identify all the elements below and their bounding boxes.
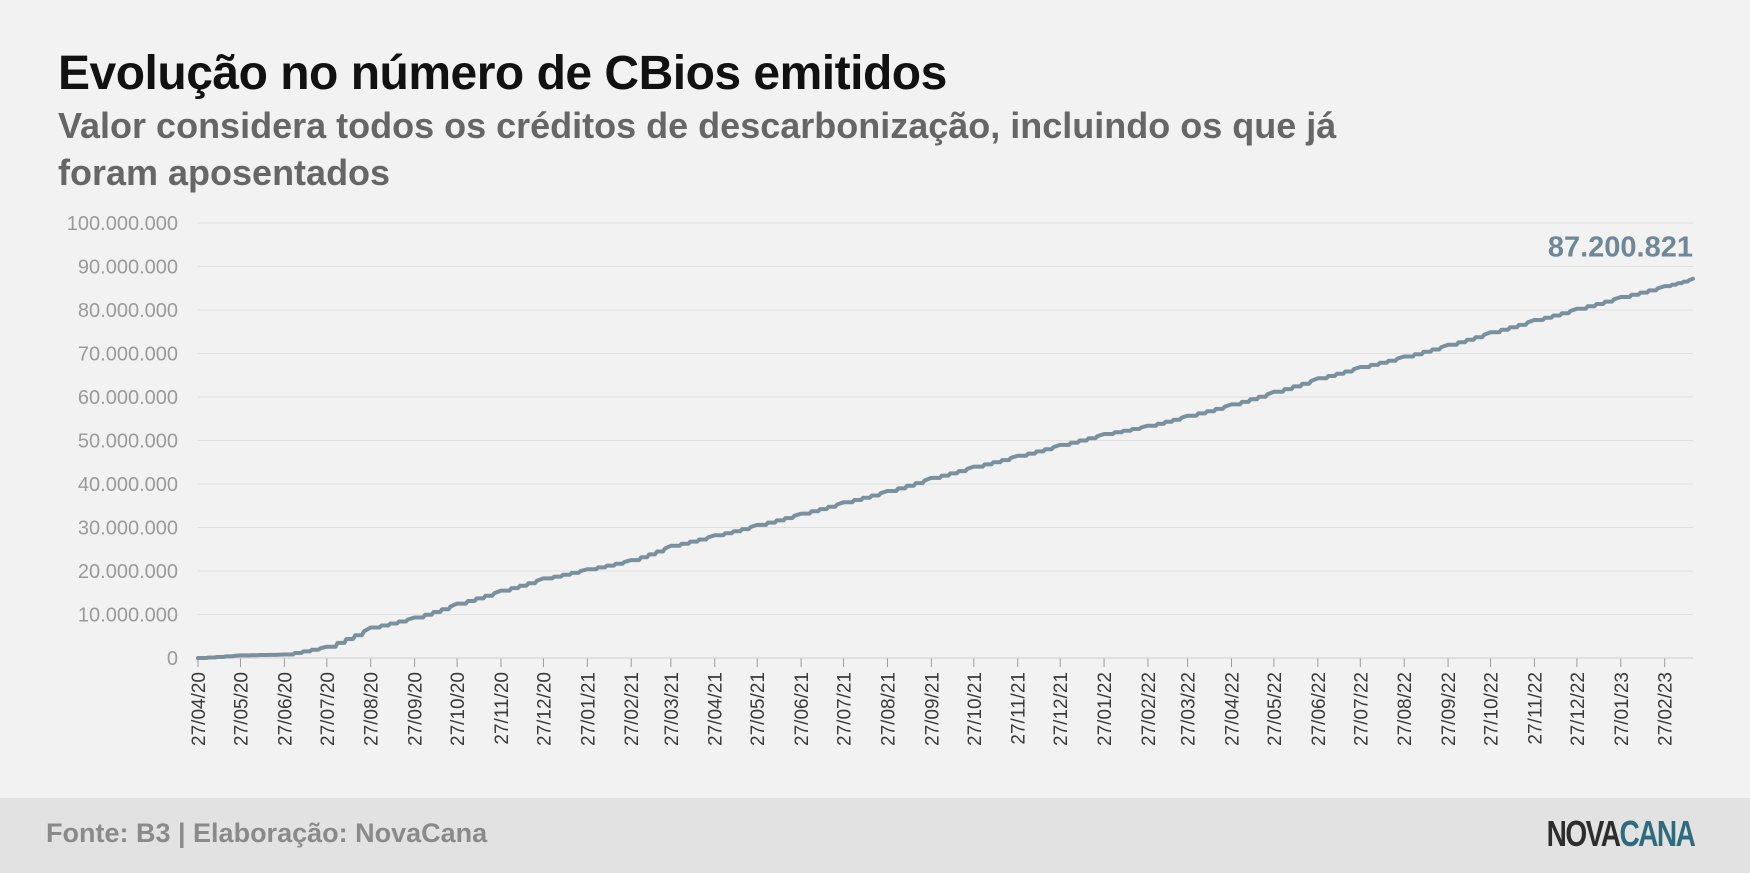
x-tick-label: 27/10/22 bbox=[1482, 672, 1503, 746]
x-tick-label: 27/10/20 bbox=[448, 672, 469, 746]
chart-area: 0 10.000.000 20.000.000 30.000.000 40.000.00… bbox=[67, 213, 1695, 746]
x-tick-label: 27/04/21 bbox=[706, 672, 727, 746]
x-tick-label: 27/11/21 bbox=[1009, 672, 1030, 745]
x-tick-label: 27/04/20 bbox=[189, 672, 210, 746]
x-tick-label: 27/06/21 bbox=[792, 672, 813, 746]
footer: Fonte: B3 | Elaboração: NovaCana NOVACAN… bbox=[0, 798, 1750, 873]
x-tick-label: 27/12/21 bbox=[1051, 672, 1072, 746]
y-tick-label: 40.000.000 bbox=[78, 474, 178, 496]
logo-text-cana: CANA bbox=[1619, 813, 1695, 854]
x-tick-label: 27/12/20 bbox=[534, 672, 555, 746]
y-tick-label: 60.000.000 bbox=[78, 387, 178, 409]
x-tick-label: 27/05/21 bbox=[748, 672, 769, 746]
x-tick-label: 27/03/21 bbox=[662, 672, 683, 746]
x-tick-label: 27/04/22 bbox=[1222, 672, 1243, 746]
chart-title: Evolução no número de CBios emitidos bbox=[58, 47, 947, 100]
x-tick-label: 27/01/21 bbox=[578, 672, 599, 746]
x-tick-label: 27/09/20 bbox=[406, 672, 427, 746]
source-credit: Fonte: B3 | Elaboração: NovaCana bbox=[46, 818, 488, 848]
line-chart: 0 10.000.000 20.000.000 30.000.000 40.000.00… bbox=[67, 213, 1695, 746]
x-tick-label: 27/07/21 bbox=[835, 672, 856, 746]
x-tick-label: 27/08/20 bbox=[362, 672, 383, 746]
x-tick-label: 27/09/22 bbox=[1439, 672, 1460, 746]
series-line bbox=[196, 276, 1695, 660]
x-tick-label: 27/07/20 bbox=[318, 672, 339, 746]
x-tick-label: 27/01/22 bbox=[1095, 672, 1116, 746]
x-tick-label: 27/08/22 bbox=[1395, 672, 1416, 746]
x-tick-label: 27/07/22 bbox=[1351, 672, 1372, 746]
x-tick-label: 27/11/22 bbox=[1525, 672, 1546, 745]
y-tick-label: 80.000.000 bbox=[78, 300, 178, 322]
x-tick-label: 27/11/20 bbox=[492, 672, 513, 745]
y-tick-label: 70.000.000 bbox=[78, 344, 178, 366]
y-tick-label: 20.000.000 bbox=[78, 561, 178, 583]
x-tick-label: 27/02/23 bbox=[1656, 672, 1677, 746]
x-tick-label: 27/12/22 bbox=[1568, 672, 1589, 746]
x-tick-label: 27/02/21 bbox=[622, 672, 643, 746]
y-tick-label: 100.000.000 bbox=[67, 213, 178, 235]
x-tick-label: 27/03/22 bbox=[1179, 672, 1200, 746]
novacana-logo: NOVACANA bbox=[1546, 813, 1695, 854]
x-tick-label: 27/06/20 bbox=[275, 672, 296, 746]
x-tick-label: 27/01/23 bbox=[1612, 672, 1633, 746]
x-tick-label: 27/02/22 bbox=[1139, 672, 1160, 746]
x-tick-label: 27/08/21 bbox=[878, 672, 899, 746]
end-value-label: 87.200.821 bbox=[1548, 232, 1693, 264]
x-tick-label: 27/05/22 bbox=[1265, 672, 1286, 746]
y-tick-label: 30.000.000 bbox=[78, 518, 178, 540]
y-tick-label: 50.000.000 bbox=[78, 431, 178, 453]
y-tick-label: 90.000.000 bbox=[78, 257, 178, 279]
x-tick-label: 27/06/22 bbox=[1309, 672, 1330, 746]
x-tick-label: 27/09/21 bbox=[922, 672, 943, 746]
y-tick-label: 0 bbox=[167, 648, 178, 670]
x-tick-label: 27/05/20 bbox=[231, 672, 252, 746]
x-tick-label: 27/10/21 bbox=[965, 672, 986, 746]
chart-subtitle: Valor considera todos os créditos de des… bbox=[58, 105, 1337, 193]
logo-text-nova: NOVA bbox=[1546, 813, 1620, 854]
y-tick-label: 10.000.000 bbox=[78, 605, 178, 627]
